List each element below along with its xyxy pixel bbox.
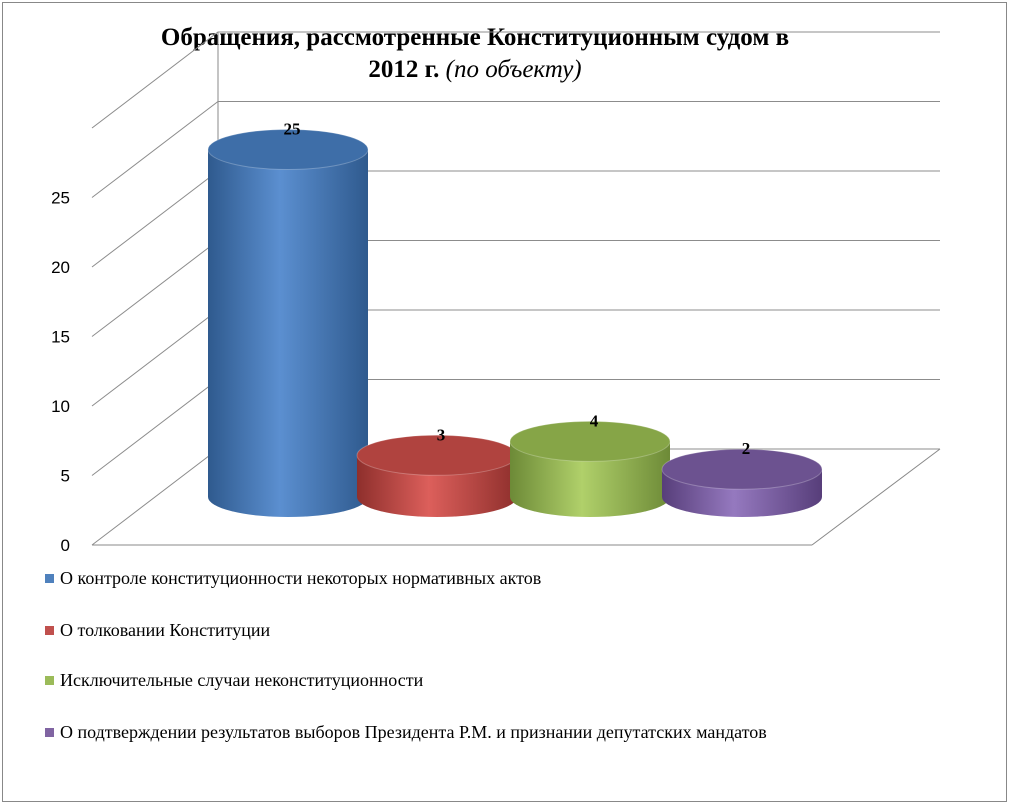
legend-swatch [45, 728, 54, 738]
chart-title-line1: Обращения, рассмотренные Конституционным… [160, 24, 790, 51]
bar [509, 420, 671, 517]
gridline [91, 31, 940, 129]
legend-label: О контроле конституционности некоторых н… [60, 568, 542, 588]
y-tick-label: 25 [51, 189, 70, 208]
y-tick-label: 0 [61, 536, 70, 555]
y-tick-label: 5 [61, 467, 70, 486]
chart-title: Обращения, рассмотренные Конституционным… [0, 22, 950, 86]
data-label: 2 [742, 439, 751, 458]
legend-entry: Исключительные случаи неконституционност… [45, 668, 423, 692]
legend-entry: О контроле конституционности некоторых н… [45, 566, 541, 590]
bar [356, 434, 518, 517]
legend-swatch [45, 676, 54, 686]
bar [207, 129, 369, 517]
data-label: 3 [437, 425, 446, 444]
legend-label: О толковании Конституции [60, 620, 271, 640]
legend-label: Исключительные случаи неконституционност… [60, 670, 424, 690]
data-label: 4 [590, 411, 599, 430]
y-tick-label: 20 [51, 258, 70, 277]
bar [661, 448, 823, 517]
gridline [91, 101, 940, 198]
y-tick-label: 15 [51, 328, 70, 347]
data-label: 25 [284, 120, 301, 139]
legend-swatch [45, 626, 54, 636]
legend-entry: О подтверждении результатов выборов През… [45, 720, 767, 744]
legend-entry: О толковании Конституции [45, 618, 270, 642]
chart-subtitle: (по объекту) [445, 56, 582, 83]
legend-swatch [45, 574, 54, 584]
legend-label: О подтверждении результатов выборов През… [60, 722, 767, 742]
y-tick-label: 10 [51, 397, 70, 416]
chart-title-line2: 2012 г. [368, 56, 440, 83]
